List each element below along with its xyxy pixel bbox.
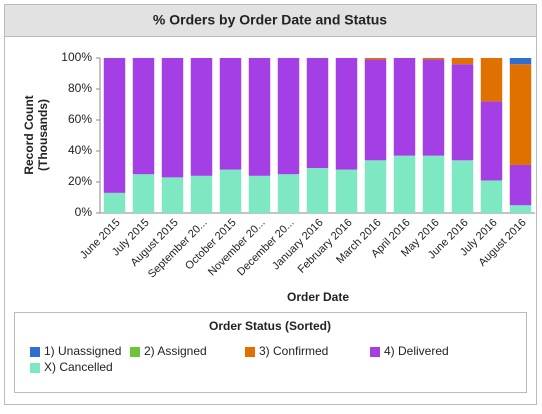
chart-title: % Orders by Order Date and Status <box>153 12 387 28</box>
legend-label: X) Cancelled <box>44 360 113 374</box>
bar-segment <box>190 175 213 213</box>
bar-segment <box>132 174 155 213</box>
bar-segment <box>451 64 474 161</box>
bar-segment <box>509 64 532 165</box>
bar-segment <box>422 155 445 213</box>
legend-label: 2) Assigned <box>144 344 207 358</box>
legend-label: 4) Delivered <box>384 344 449 358</box>
legend-swatch <box>245 347 255 357</box>
y-tick-label: 80% <box>68 81 92 95</box>
bar-segment <box>480 101 503 181</box>
bar-segment <box>480 180 503 213</box>
bar-segment <box>364 59 387 161</box>
bar-segment <box>509 58 532 65</box>
bar-segment <box>335 169 358 213</box>
bar-segment <box>277 174 300 213</box>
bar-segment <box>161 58 184 178</box>
bar-segment <box>306 58 329 169</box>
bar-segment <box>422 58 445 60</box>
bar-segment <box>364 58 387 60</box>
legend-swatch <box>30 363 40 373</box>
bar-segment <box>190 58 213 176</box>
bar-segment <box>335 58 358 170</box>
bar-segment <box>451 160 474 213</box>
bar-segment <box>219 58 242 170</box>
bar-segment <box>422 59 445 156</box>
bar-segment <box>393 58 416 156</box>
legend-box <box>14 312 527 393</box>
bar-segment <box>451 58 474 65</box>
title-bar <box>4 4 537 37</box>
bar-segment <box>161 177 184 213</box>
legend-label: 1) Unassigned <box>44 344 121 358</box>
bar-segment <box>103 192 126 213</box>
legend-swatch <box>130 347 140 357</box>
bar-segment <box>509 205 532 213</box>
y-axis-title: Record Count <box>22 95 36 174</box>
y-tick-label: 40% <box>68 143 92 157</box>
y-axis-title: (Thousands) <box>36 99 50 171</box>
legend-swatch <box>370 347 380 357</box>
legend-swatch <box>30 347 40 357</box>
legend-title: Order Status (Sorted) <box>209 319 331 333</box>
y-tick-label: 20% <box>68 174 92 188</box>
bar-segment <box>364 160 387 213</box>
bar-segment <box>393 155 416 213</box>
bar-segment <box>132 58 155 175</box>
bar-segment <box>306 168 329 213</box>
bar-segment <box>103 58 126 193</box>
legend-label: 3) Confirmed <box>259 344 328 358</box>
bar-segment <box>219 169 242 213</box>
bar-segment <box>248 175 271 213</box>
y-tick-label: 60% <box>68 112 92 126</box>
bar-segment <box>480 58 503 102</box>
bar-segment <box>509 164 532 206</box>
x-axis-title: Order Date <box>287 290 349 304</box>
y-tick-label: 0% <box>75 205 93 219</box>
bar-segment <box>248 58 271 176</box>
y-tick-label: 100% <box>61 50 92 64</box>
bar-segment <box>277 58 300 175</box>
